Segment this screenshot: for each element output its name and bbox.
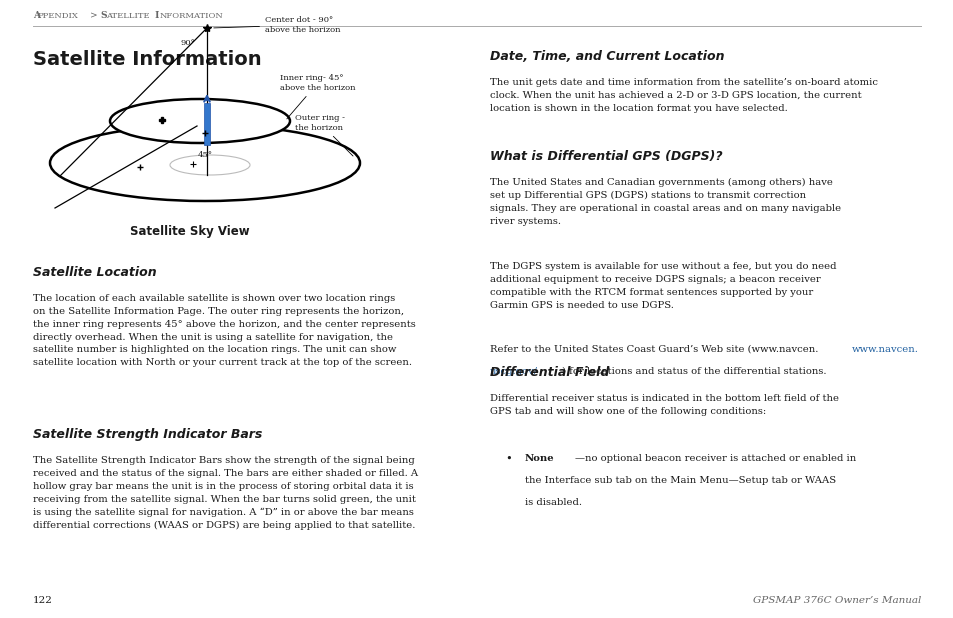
Ellipse shape xyxy=(50,125,359,201)
Text: Differential receiver status is indicated in the bottom left field of the
GPS ta: Differential receiver status is indicate… xyxy=(490,394,838,416)
Text: S: S xyxy=(100,11,107,20)
Text: Satellite Strength Indicator Bars: Satellite Strength Indicator Bars xyxy=(33,428,262,441)
Text: —no optional beacon receiver is attached or enabled in: —no optional beacon receiver is attached… xyxy=(575,454,856,463)
Text: The unit gets date and time information from the satellite’s on-board atomic
clo: The unit gets date and time information … xyxy=(490,78,877,112)
Ellipse shape xyxy=(170,155,250,175)
Text: uscg.gov/: uscg.gov/ xyxy=(490,367,537,376)
Text: Date, Time, and Current Location: Date, Time, and Current Location xyxy=(490,50,723,63)
Text: ) for locations and status of the differential stations.: ) for locations and status of the differ… xyxy=(561,367,825,376)
Bar xyxy=(204,103,210,145)
Text: Outer ring -
the horizon: Outer ring - the horizon xyxy=(294,114,353,156)
Text: 122: 122 xyxy=(33,596,52,605)
Text: 90°: 90° xyxy=(180,39,194,47)
Text: the Interface sub tab on the Main Menu—Setup tab or WAAS: the Interface sub tab on the Main Menu—S… xyxy=(524,476,835,485)
Text: The United States and Canadian governments (among others) have
set up Differenti: The United States and Canadian governmen… xyxy=(490,178,841,226)
Text: www.navcen.: www.navcen. xyxy=(851,345,918,354)
Text: A: A xyxy=(33,11,40,20)
Text: •: • xyxy=(504,454,511,464)
Text: GPSMAP 376C Owner’s Manual: GPSMAP 376C Owner’s Manual xyxy=(752,596,920,605)
Text: What is Differential GPS (DGPS)?: What is Differential GPS (DGPS)? xyxy=(490,150,721,163)
Text: None: None xyxy=(524,454,554,463)
Ellipse shape xyxy=(110,99,290,143)
Text: Differential Field: Differential Field xyxy=(490,366,609,379)
Text: PPENDIX: PPENDIX xyxy=(38,12,79,20)
Text: Refer to the United States Coast Guard’s Web site (www.navcen.: Refer to the United States Coast Guard’s… xyxy=(490,345,818,354)
Text: The DGPS system is available for use without a fee, but you do need
additional e: The DGPS system is available for use wit… xyxy=(490,262,836,310)
Text: 45°: 45° xyxy=(197,151,213,159)
Text: The location of each available satellite is shown over two location rings
on the: The location of each available satellite… xyxy=(33,294,416,367)
Text: The Satellite Strength Indicator Bars show the strength of the signal being
rece: The Satellite Strength Indicator Bars sh… xyxy=(33,456,417,530)
Text: Satellite Sky View: Satellite Sky View xyxy=(130,225,250,238)
Text: Satellite Location: Satellite Location xyxy=(33,266,156,279)
Text: Center dot - 90°
above the horizon: Center dot - 90° above the horizon xyxy=(213,17,340,33)
Text: Inner ring- 45°
above the horizon: Inner ring- 45° above the horizon xyxy=(280,74,355,119)
Text: ATELLITE: ATELLITE xyxy=(106,12,150,20)
Text: NFORMATION: NFORMATION xyxy=(160,12,224,20)
Text: Satellite Information: Satellite Information xyxy=(33,50,261,69)
Text: is disabled.: is disabled. xyxy=(524,498,581,507)
Text: I: I xyxy=(152,11,159,20)
Text: >: > xyxy=(90,11,100,20)
